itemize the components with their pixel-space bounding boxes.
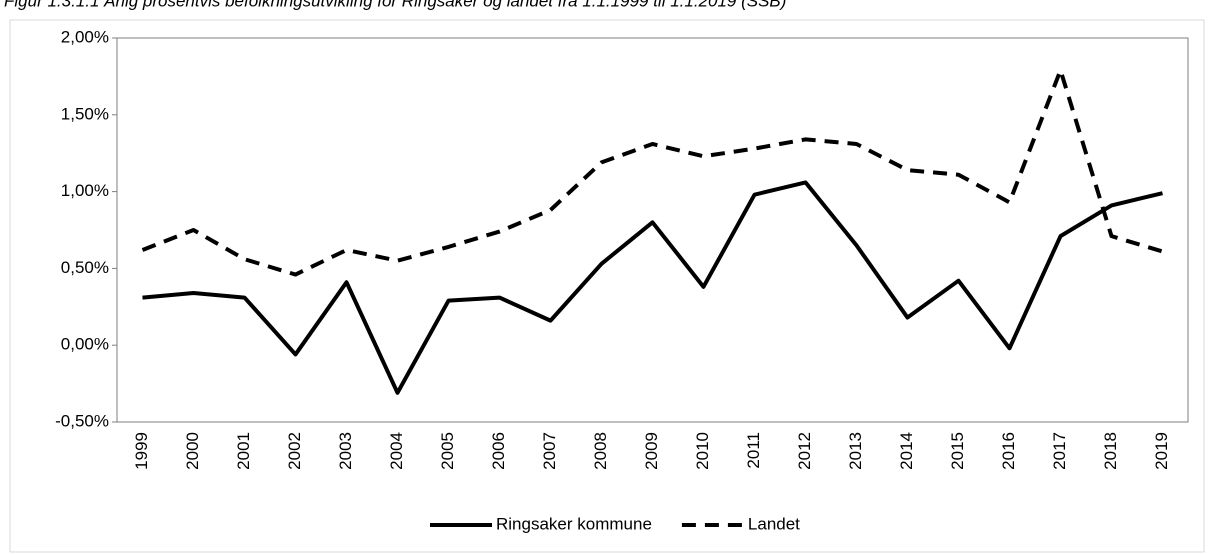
x-tick-label: 2005 bbox=[438, 432, 457, 470]
chart-title: Figur 1.3.1.1 Årlig prosentvis befolknin… bbox=[4, 0, 786, 10]
legend-label: Ringsaker kommune bbox=[496, 514, 652, 533]
chart-frame bbox=[9, 19, 1205, 553]
y-tick-label: 1,50% bbox=[61, 104, 109, 123]
x-tick-label: 2011 bbox=[744, 432, 763, 469]
y-tick-label: -0,50% bbox=[55, 411, 109, 430]
plot-area bbox=[116, 37, 1189, 423]
x-tick-label: 2008 bbox=[591, 432, 610, 470]
x-tick-label: 2015 bbox=[948, 432, 967, 470]
x-tick-label: 2004 bbox=[387, 432, 406, 470]
y-tick-label: 0,50% bbox=[61, 258, 109, 277]
x-tick-label: 2000 bbox=[183, 432, 202, 470]
y-tick-label: 2,00% bbox=[61, 27, 109, 46]
series-line bbox=[142, 180, 1163, 395]
x-tick-label: 2001 bbox=[234, 432, 253, 470]
x-tick-label: 2013 bbox=[846, 432, 865, 470]
x-tick-label: 2018 bbox=[1101, 432, 1120, 470]
x-tick-label: 2016 bbox=[999, 432, 1018, 470]
y-tick-label: 1,00% bbox=[61, 181, 109, 200]
x-tick-label: 2012 bbox=[795, 432, 814, 470]
y-tick-label: 0,00% bbox=[61, 335, 109, 354]
x-tick-label: 2010 bbox=[693, 432, 712, 470]
x-tick-label: 2007 bbox=[540, 432, 559, 470]
series-line bbox=[141, 68, 1164, 277]
x-tick-label: 2019 bbox=[1152, 432, 1171, 470]
x-tick-label: 2002 bbox=[285, 432, 304, 470]
x-tick-label: 2014 bbox=[897, 432, 916, 470]
x-tick-label: 1999 bbox=[132, 432, 151, 470]
x-tick-label: 2006 bbox=[489, 432, 508, 470]
x-tick-label: 2003 bbox=[336, 432, 355, 470]
legend-label: Landet bbox=[748, 514, 800, 533]
x-tick-label: 2017 bbox=[1050, 432, 1069, 470]
x-tick-label: 2009 bbox=[642, 432, 661, 470]
